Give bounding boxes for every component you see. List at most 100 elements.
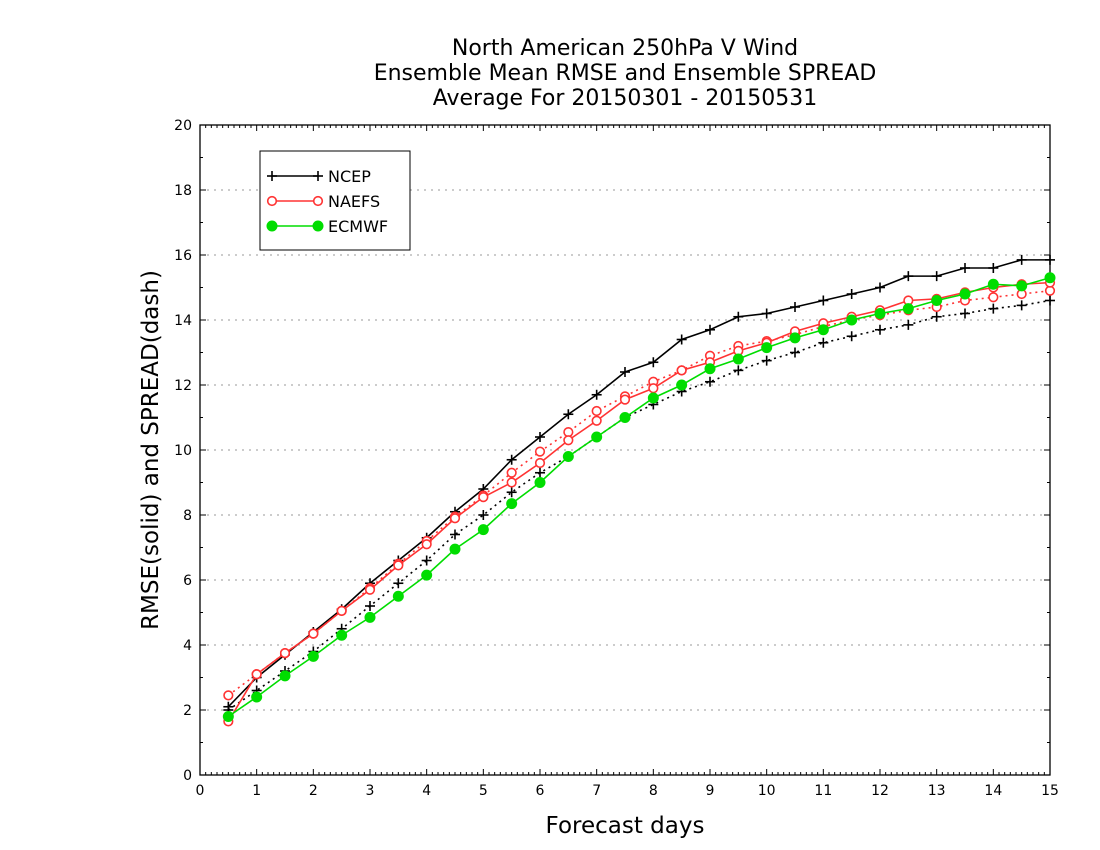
chart-title: North American 250hPa V Wind Ensemble Me…: [200, 36, 1050, 111]
ecmwf-rmse-point: [761, 342, 773, 354]
naefs-rmse-point: [591, 415, 602, 426]
ncep-spread-point: [535, 467, 545, 478]
ncep-rmse-point: [506, 454, 517, 465]
ncep-spread-point: [450, 529, 460, 540]
naefs-rmse-point: [279, 648, 291, 659]
y-tick-label: 8: [183, 508, 192, 524]
ecmwf-rmse-point: [251, 691, 263, 703]
ncep-rmse-point: [223, 701, 234, 712]
legend-item-ncep: NCEP: [267, 167, 371, 186]
x-tick-label: 9: [706, 783, 715, 799]
ecmwf-rmse-point: [647, 392, 659, 404]
ncep-spread-point: [761, 355, 772, 366]
x-tick-label: 14: [984, 783, 1002, 799]
x-tick-label: 7: [592, 783, 601, 799]
ncep-rmse-point: [960, 263, 970, 273]
ecmwf-rmse-point: [619, 412, 631, 423]
naefs-rmse-point: [251, 669, 262, 680]
legend-item-naefs: NAEFS: [266, 192, 380, 211]
ncep-spread-point: [421, 555, 432, 566]
legend-swatch-marker: [312, 220, 324, 232]
ecmwf-rmse-line: [227, 276, 1051, 718]
series: [222, 254, 1056, 727]
ncep-spread-point: [875, 324, 885, 335]
y-tick-label: 6: [183, 573, 192, 589]
legend-swatch-marker: [266, 195, 278, 207]
chart-title-line-2: Ensemble Mean RMSE and Ensemble SPREAD: [373, 61, 877, 86]
naefs-rmse-point: [563, 435, 574, 446]
ecmwf-rmse-point: [336, 629, 348, 641]
ecmwf-rmse-point: [874, 308, 886, 319]
legend-swatch-marker: [266, 220, 278, 232]
naefs-rmse-point: [308, 628, 319, 639]
y-axis-label: RMSE(solid) and SPREAD(dash): [138, 270, 164, 630]
ncep-rmse-line: [227, 259, 1050, 708]
ecmwf-rmse-point: [959, 288, 971, 300]
ecmwf-rmse-point: [392, 590, 404, 602]
naefs-rmse-point: [449, 513, 461, 524]
ncep-rmse-point: [875, 282, 885, 293]
ncep-spread-point: [960, 308, 970, 319]
naefs-rmse-point: [364, 584, 376, 595]
naefs-spread-point: [563, 427, 574, 438]
legend-swatch-marker: [313, 171, 323, 181]
series-ecmwf: [222, 272, 1056, 722]
x-tick-label: 5: [479, 783, 488, 799]
ecmwf-rmse-point: [704, 363, 716, 375]
ncep-rmse-point: [790, 302, 800, 312]
ecmwf-rmse-point: [222, 711, 234, 722]
ncep-rmse-point: [1045, 254, 1055, 265]
series-ncep: [223, 254, 1055, 715]
naefs-spread-point: [506, 467, 517, 478]
ncep-rmse-point: [733, 311, 744, 322]
ecmwf-rmse-point: [817, 324, 829, 336]
naefs-rmse-line: [227, 281, 1051, 722]
ncep-rmse-point: [620, 367, 630, 377]
ecmwf-rmse-point: [506, 498, 518, 510]
ecmwf-rmse-point: [1044, 272, 1056, 284]
ncep-spread-point: [733, 365, 744, 376]
ncep-spread-point: [478, 510, 489, 520]
ncep-rmse-point: [591, 389, 602, 400]
ncep-spread-point: [365, 601, 375, 611]
ncep-rmse-point: [563, 409, 574, 420]
ecmwf-rmse-point: [562, 451, 574, 462]
naefs-rmse-point: [506, 477, 517, 488]
ecmwf-rmse-point: [732, 353, 744, 365]
legend-label-ncep: NCEP: [328, 167, 371, 186]
ncep-rmse-point: [676, 334, 687, 345]
ncep-spread-point: [506, 487, 517, 498]
ecmwf-rmse-point: [421, 569, 433, 581]
naefs-rmse-point: [478, 492, 489, 503]
ecmwf-rmse-point: [846, 314, 858, 326]
x-tick-label: 3: [366, 783, 375, 799]
naefs-rmse-point: [421, 539, 432, 550]
naefs-rmse-point: [336, 605, 347, 616]
y-tick-label: 14: [174, 313, 192, 329]
ecmwf-rmse-point: [477, 524, 489, 536]
ncep-rmse-point: [761, 308, 772, 319]
ncep-spread-point: [988, 303, 999, 314]
naefs-spread-point: [223, 690, 234, 701]
ncep-spread-point: [393, 578, 404, 589]
ecmwf-rmse-point: [307, 650, 319, 662]
x-tick-label: 2: [309, 783, 318, 799]
y-tick-label: 16: [174, 248, 192, 264]
ecmwf-rmse-point: [534, 477, 546, 488]
ncep-spread-point: [846, 331, 857, 342]
ncep-spread-point: [705, 376, 715, 387]
x-tick-label: 6: [536, 783, 545, 799]
naefs-rmse-point: [676, 365, 687, 376]
y-tick-label: 0: [183, 768, 192, 784]
legend-swatch-marker: [267, 171, 277, 181]
x-tick-label: 0: [196, 783, 205, 799]
y-tick-label: 10: [174, 443, 192, 459]
legend-label-ecmwf: ECMWF: [328, 217, 388, 236]
y-tick-label: 2: [183, 703, 192, 719]
x-tick-label: 4: [422, 783, 431, 799]
ecmwf-rmse-point: [902, 303, 914, 315]
ecmwf-rmse-point: [789, 332, 801, 344]
ncep-spread-point: [1016, 300, 1027, 311]
ncep-spread-point: [818, 337, 829, 348]
